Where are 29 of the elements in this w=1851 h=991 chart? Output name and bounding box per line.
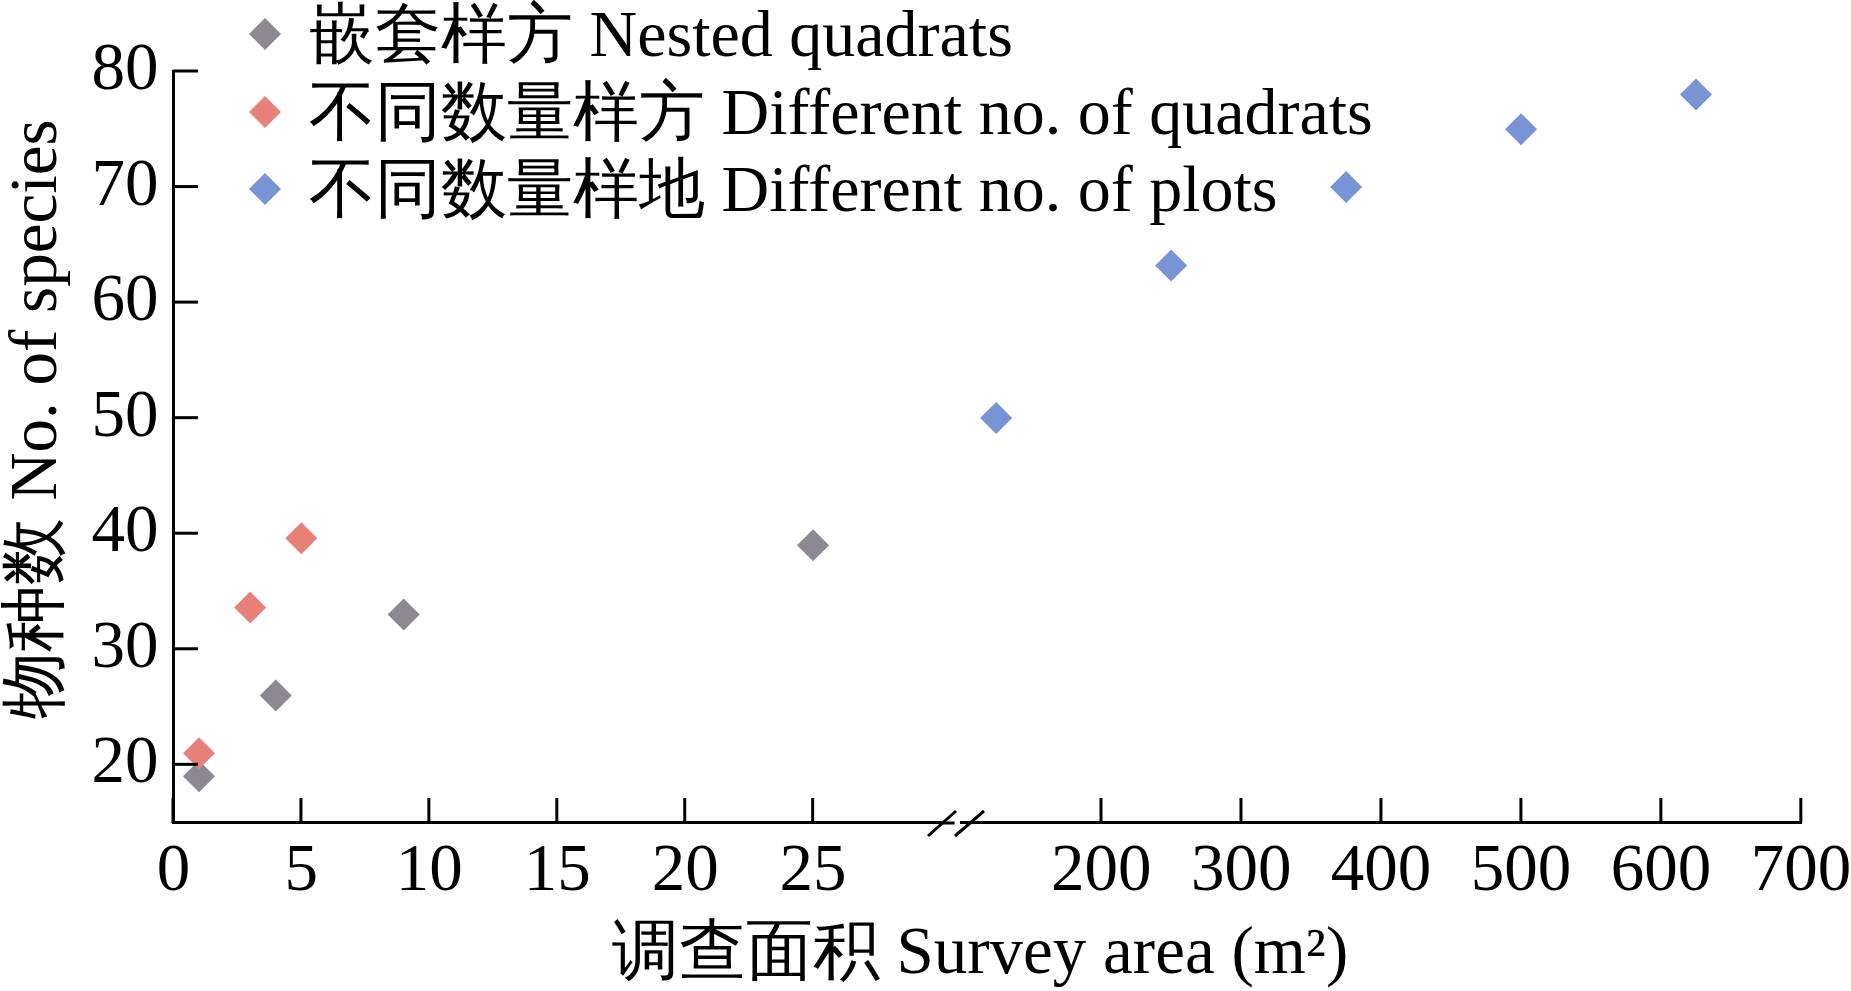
y-tick-label: 60 xyxy=(91,260,159,335)
y-tick-label: 40 xyxy=(91,491,159,566)
legend-label: 不同数量样方 Different no. of quadrats xyxy=(309,74,1373,148)
x-tick-label: 700 xyxy=(1750,830,1851,905)
y-tick-label: 30 xyxy=(91,606,159,681)
legend-label: 不同数量样地 Different no. of plots xyxy=(309,152,1278,226)
x-tick-label: 0 xyxy=(156,830,191,905)
x-tick-label: 500 xyxy=(1470,830,1572,905)
y-tick-label: 50 xyxy=(91,375,159,450)
x-tick-label: 5 xyxy=(284,830,319,905)
point xyxy=(1330,170,1363,203)
x-tick-label: 400 xyxy=(1330,830,1432,905)
legend-label: 嵌套样方 Nested quadrats xyxy=(309,0,1013,71)
x-tick-label: 10 xyxy=(395,830,463,905)
x-tick-label: 20 xyxy=(651,830,719,905)
point xyxy=(1680,78,1713,111)
x-tick-label: 200 xyxy=(1050,830,1152,905)
y-tick-label: 70 xyxy=(91,144,159,219)
x-tick-label: 15 xyxy=(523,830,591,905)
point xyxy=(1505,113,1538,146)
point xyxy=(980,402,1013,435)
x-axis-title: 调查面积 Survey area (m²) xyxy=(611,912,1349,987)
point xyxy=(1155,249,1188,282)
x-tick-label: 600 xyxy=(1610,830,1712,905)
x-tick-label: 300 xyxy=(1190,830,1292,905)
y-tick-label: 20 xyxy=(91,722,159,797)
y-axis-title: 物种数 No. of species xyxy=(0,119,70,719)
y-tick-label: 80 xyxy=(91,28,159,103)
x-tick-label: 25 xyxy=(779,830,847,905)
